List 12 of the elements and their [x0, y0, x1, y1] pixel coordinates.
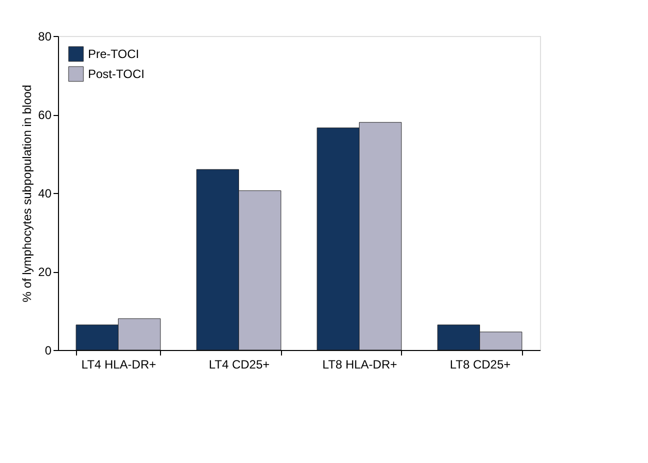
- y-axis-title: % of lymphocytes subpopulation in blood: [20, 84, 34, 302]
- x-tick-label: LT4 HLA-DR+: [81, 358, 156, 372]
- y-tick-label: 20: [38, 265, 52, 279]
- x-tick-label: LT8 CD25+: [450, 358, 511, 372]
- y-tick-label: 60: [38, 108, 52, 122]
- y-tick-label: 80: [38, 30, 52, 44]
- y-tick-label: 0: [44, 344, 52, 358]
- x-tick-label: LT4 CD25+: [208, 358, 270, 372]
- legend-label: Post-TOCI: [88, 67, 144, 81]
- legend-label: Pre-TOCI: [88, 47, 140, 61]
- y-tick-label: 40: [38, 186, 52, 200]
- x-tick-label: LT8 HLA-DR+: [322, 358, 398, 372]
